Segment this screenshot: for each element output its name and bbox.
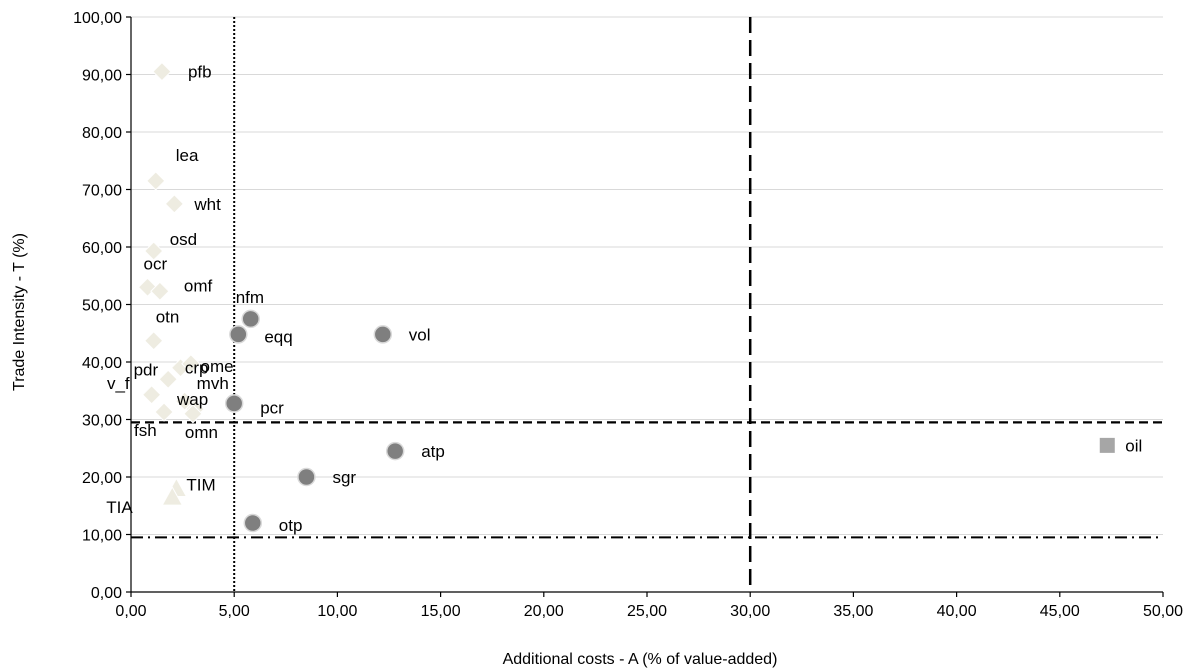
label-omf: omf <box>184 276 213 295</box>
label-ocr: ocr <box>144 254 168 273</box>
label-ome: ome <box>201 357 234 376</box>
marker-nfm <box>241 309 260 329</box>
label-pfb: pfb <box>188 63 212 82</box>
grid-lines <box>131 16 1163 535</box>
x-tick-label: 5,00 <box>219 603 250 620</box>
label-crp: crp <box>185 359 209 378</box>
y-tick-label: 40,00 <box>82 355 122 372</box>
label-tim: TIM <box>186 476 215 495</box>
axes <box>126 16 1164 597</box>
x-tick-label: 40,00 <box>937 603 977 620</box>
marker-tia <box>161 486 184 506</box>
x-tick-label: 20,00 <box>524 603 564 620</box>
marker-vol <box>373 325 393 344</box>
label-omn: omn <box>185 423 218 442</box>
y-tick-label: 10,00 <box>82 528 122 545</box>
marker-crp <box>181 354 201 374</box>
y-tick-label: 80,00 <box>82 125 122 142</box>
marker-otp <box>243 513 263 533</box>
label-sgr: sgr <box>332 468 356 487</box>
x-tick-label: 15,00 <box>421 603 461 620</box>
label-mvh: mvh <box>197 374 229 393</box>
marker-lea <box>146 171 166 191</box>
label-wht: wht <box>193 195 221 214</box>
label-eqq: eqq <box>264 327 292 346</box>
marker-otn <box>143 331 164 351</box>
label-tia: TIA <box>106 498 133 517</box>
label-oil: oil <box>1125 436 1142 455</box>
label-nfm: nfm <box>236 288 264 307</box>
marker-eqq <box>229 325 248 344</box>
y-tick-label: 0,00 <box>91 585 122 602</box>
marker-pdr <box>158 369 178 389</box>
y-tick-label: 90,00 <box>82 68 122 85</box>
y-tick-label: 30,00 <box>82 413 122 430</box>
marker-omf <box>150 281 170 301</box>
label-otn: otn <box>156 308 180 327</box>
x-tick-label: 25,00 <box>627 603 667 620</box>
data-markers <box>137 61 1116 533</box>
x-tick-label: 35,00 <box>833 603 873 620</box>
marker-pfb <box>152 61 172 82</box>
y-tick-label: 70,00 <box>82 183 122 200</box>
label-vol: vol <box>409 325 431 344</box>
label-fsh: fsh <box>134 421 157 440</box>
y-tick-label: 20,00 <box>82 470 122 487</box>
x-tick-label: 10,00 <box>317 603 357 620</box>
marker-pcr <box>224 394 244 413</box>
marker-osd <box>143 241 164 261</box>
x-tick-label: 30,00 <box>730 603 770 620</box>
y-tick-label: 50,00 <box>82 298 122 315</box>
x-tick-label: 50,00 <box>1143 603 1183 620</box>
marker-fsh <box>154 402 174 422</box>
label-osd: osd <box>170 230 197 249</box>
marker-sgr <box>297 467 316 487</box>
marker-atp <box>385 441 405 461</box>
reference-lines <box>131 17 1163 592</box>
y-tick-label: 100,00 <box>73 10 122 27</box>
tick-labels: 0,00 10,00 20,00 30,00 40,00 50,00 60,00 70,00 8… <box>73 10 1183 620</box>
label-v-f: v_f <box>107 374 130 393</box>
label-wap: wap <box>176 390 208 409</box>
marker-v-f <box>141 385 162 405</box>
label-pcr: pcr <box>260 398 284 417</box>
label-otp: otp <box>279 516 303 535</box>
marker-oil <box>1098 436 1116 454</box>
marker-wht <box>164 194 185 214</box>
marker-omn <box>183 404 203 424</box>
y-axis-title: Trade Intensity - T (%) <box>11 233 28 391</box>
x-tick-label: 45,00 <box>1040 603 1080 620</box>
y-tick-label: 60,00 <box>82 240 122 257</box>
label-lea: lea <box>176 146 199 165</box>
label-atp: atp <box>421 442 445 461</box>
x-axis-title: Additional costs - A (% of value-added) <box>503 651 778 668</box>
label-pdr: pdr <box>134 360 159 379</box>
x-tick-label: 0,00 <box>115 603 146 620</box>
